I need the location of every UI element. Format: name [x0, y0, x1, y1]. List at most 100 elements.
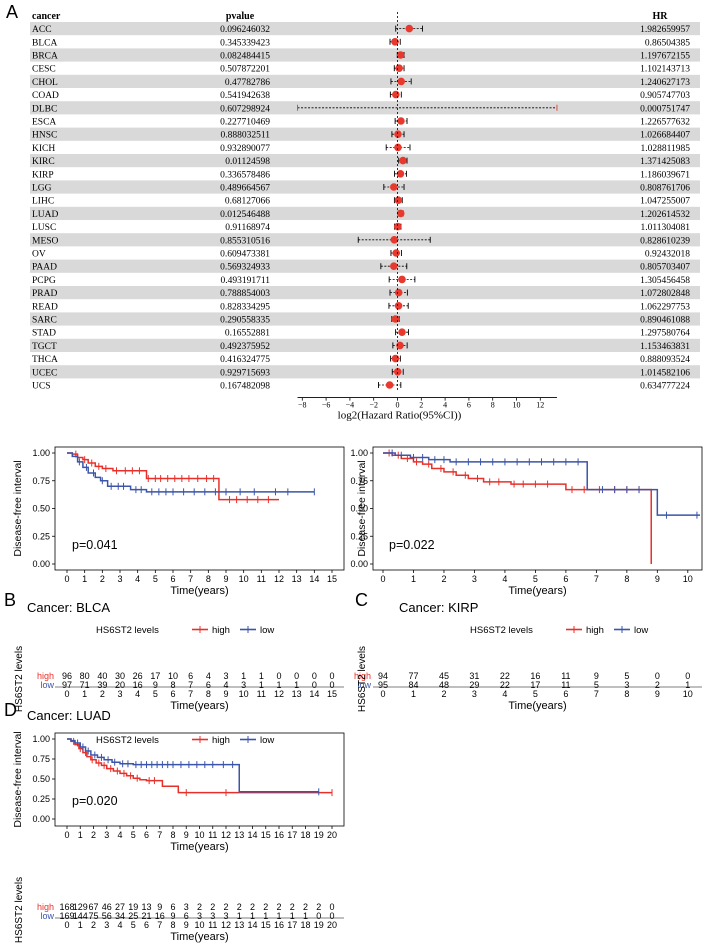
risk-count-low: 20	[115, 680, 125, 690]
x-tick-label: 3	[104, 830, 109, 840]
risk-count-high: 129	[73, 902, 88, 912]
risk-count-high: 3	[223, 671, 228, 681]
risk-count-high: 2	[250, 902, 255, 912]
row-cancer: BLCA	[32, 38, 57, 48]
y-tick-label: 0.00	[32, 559, 50, 569]
y-tick-label: 1.00	[32, 448, 50, 458]
risk-count-low: 6	[206, 680, 211, 690]
risk-count-high: 94	[378, 671, 388, 681]
row-hr: 0.890461088	[640, 316, 690, 326]
x-tick-label: 11	[208, 830, 217, 840]
risk-x-tick-label: 6	[170, 689, 175, 699]
risk-x-tick-label: 11	[257, 689, 266, 699]
row-pvalue: 0.290558335	[220, 316, 270, 326]
risk-count-high: 2	[276, 902, 281, 912]
x-tick-label: 0	[64, 574, 69, 584]
row-hr: 0.86504385	[645, 38, 690, 48]
risk-count-low: 1	[259, 680, 264, 690]
forest-row: CESC 0.507872201 1.102143713	[32, 64, 690, 75]
x-tick-label: 7	[188, 574, 193, 584]
row-hr: 0.888093524	[640, 355, 690, 365]
row-hr: 1.014582106	[640, 368, 690, 378]
risk-x-tick-label: 16	[274, 920, 284, 930]
legend-high-label: high	[212, 735, 230, 746]
hr-point	[391, 354, 400, 363]
x-tick-label: 4	[502, 574, 507, 584]
hr-point	[394, 302, 403, 310]
hr-point	[398, 328, 406, 337]
risk-x-tick-label: 5	[153, 689, 158, 699]
risk-count-high: 67	[88, 902, 98, 912]
risk-row-label-high: high	[354, 671, 371, 681]
kirp-x-title: Time(years)	[508, 585, 566, 597]
row-pvalue: 0.855310516	[220, 236, 270, 246]
legend-low-label: low	[260, 735, 274, 746]
row-band	[30, 22, 700, 36]
row-pvalue: 0.507872201	[220, 65, 270, 75]
risk-count-high: 46	[102, 902, 112, 912]
x-tick-label: −4	[346, 401, 355, 410]
risk-x-tick-label: 2	[441, 689, 446, 699]
row-hr: 1.062297753	[640, 302, 690, 312]
risk-row-label-low: low	[357, 680, 371, 690]
row-pvalue: 0.828334295	[220, 302, 270, 312]
row-pvalue: 0.47782786	[225, 78, 270, 88]
risk-count-high: 40	[97, 671, 107, 681]
x-tick-label: 12	[221, 830, 231, 840]
risk-x-tick-label: 1	[82, 689, 87, 699]
forest-row: MESO 0.855310516 0.828610239	[30, 233, 700, 247]
risk-x-tick-label: 10	[194, 920, 204, 930]
row-hr: 1.186039671	[640, 170, 690, 180]
risk-count-high: 30	[115, 671, 125, 681]
risk-x-tick-label: 10	[239, 689, 249, 699]
risk-x-tick-label: 4	[117, 920, 122, 930]
risk-count-low: 95	[378, 680, 388, 690]
forest-row: LGG 0.489664567 0.808761706	[30, 180, 700, 194]
row-cancer: SARC	[32, 316, 57, 326]
x-tick-label: 18	[300, 830, 310, 840]
row-pvalue: 0.345339423	[220, 38, 270, 48]
hr-point	[391, 38, 399, 46]
x-tick-label: 2	[419, 401, 423, 410]
hr-point	[397, 117, 405, 125]
risk-count-high: 2	[197, 902, 202, 912]
risk-count-high: 17	[150, 671, 160, 681]
risk-count-low: 3	[223, 911, 228, 921]
forest-row: PRAD 0.788854003 1.072802848	[30, 286, 700, 300]
x-tick-label: −2	[369, 401, 378, 410]
hr-point	[396, 341, 404, 350]
risk-count-high: 1	[241, 671, 246, 681]
blca-legend: HS6ST2 levels high low	[96, 625, 274, 636]
y-tick-label: 0.75	[350, 476, 368, 486]
legend-title: HS6ST2 levels	[96, 625, 159, 636]
risk-count-high: 27	[115, 902, 125, 912]
risk-row-label-low: low	[40, 680, 54, 690]
x-tick-label: 15	[261, 830, 271, 840]
x-tick-label: 6	[467, 401, 471, 410]
risk-count-low: 0	[316, 911, 321, 921]
risk-count-low: 1	[250, 911, 255, 921]
row-cancer: CHOL	[32, 78, 58, 88]
x-tick-label: 13	[292, 574, 302, 584]
row-pvalue: 0.607298924	[220, 104, 270, 114]
km-curve-high	[383, 452, 652, 564]
risk-count-low: 1	[263, 911, 268, 921]
risk-count-low: 9	[153, 680, 158, 690]
risk-x-tick-label: 19	[314, 920, 324, 930]
x-tick-label: 9	[655, 574, 660, 584]
x-tick-label: 16	[274, 830, 284, 840]
risk-count-high: 0	[276, 671, 281, 681]
hr-point	[394, 196, 403, 204]
row-band	[30, 259, 700, 273]
legend-title: HS6ST2 levels	[96, 735, 159, 746]
hr-point	[394, 143, 402, 152]
risk-count-high: 5	[624, 671, 629, 681]
row-pvalue: 0.336578486	[220, 170, 270, 180]
risk-count-low: 25	[128, 911, 138, 921]
row-hr: 1.102143713	[640, 65, 690, 75]
risk-count-low: 3	[624, 680, 629, 690]
x-tick-label: 6	[563, 574, 568, 584]
row-pvalue: 0.68127066	[225, 197, 270, 207]
